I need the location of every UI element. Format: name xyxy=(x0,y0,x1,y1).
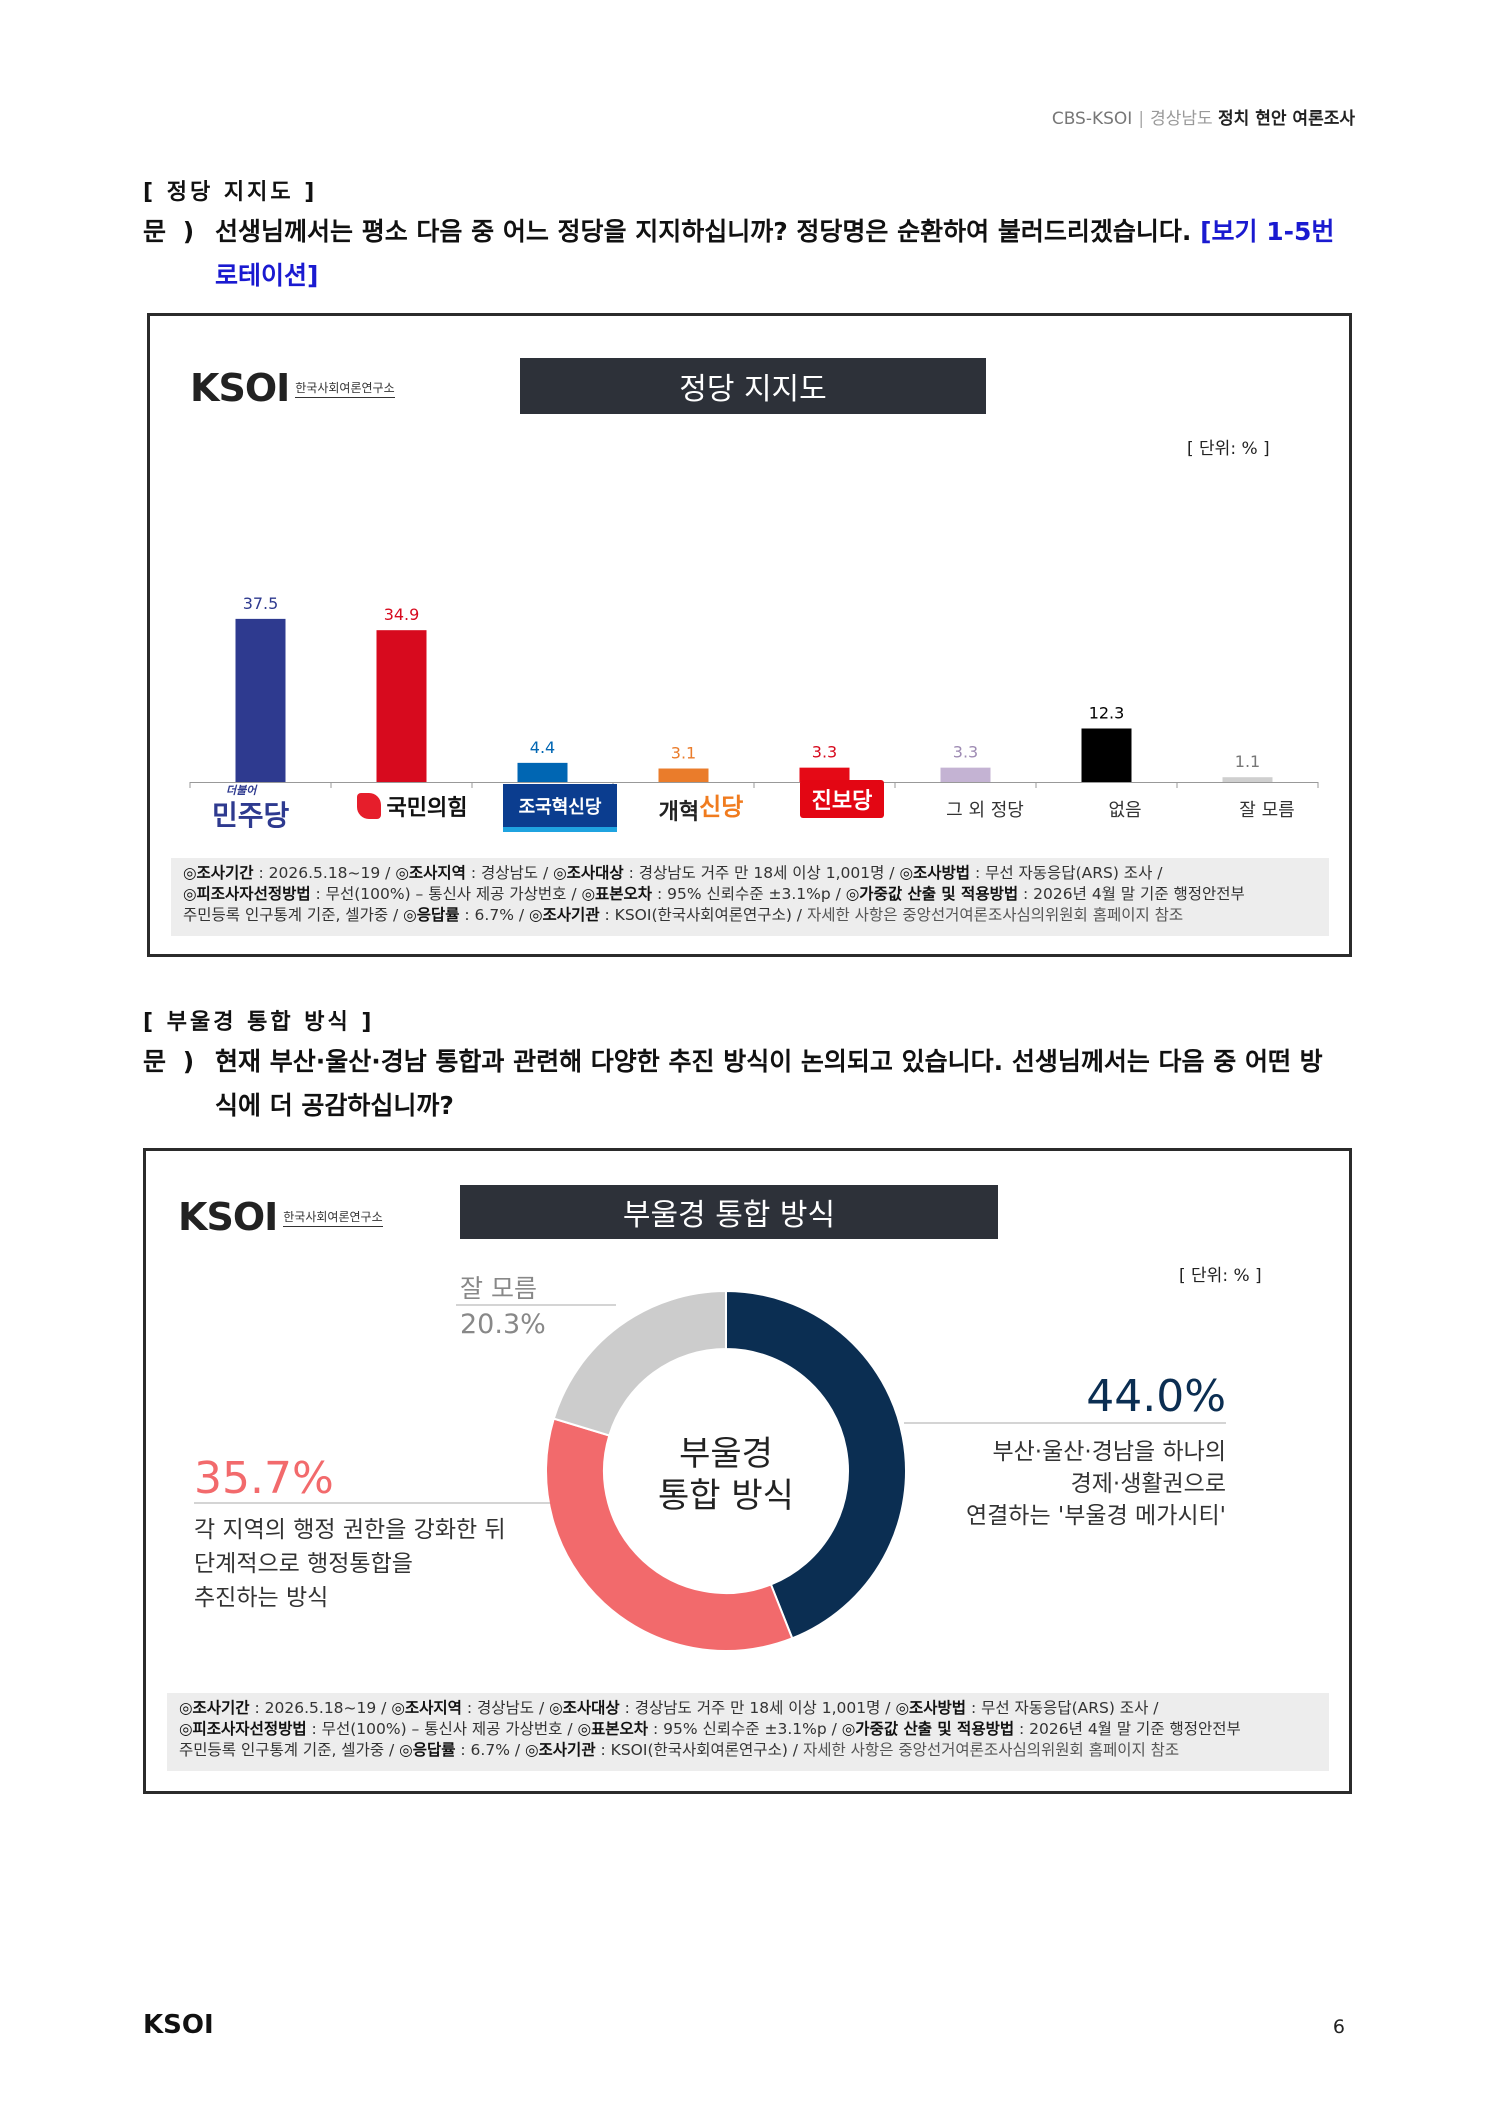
section1-title: [ 정당 지지도 ] xyxy=(143,180,318,205)
party-logo-ppp: 국민의힘 xyxy=(348,788,476,824)
bar-value-label-3: 3.1 xyxy=(671,744,696,763)
bar-3 xyxy=(658,768,709,782)
bar-7 xyxy=(1222,777,1273,782)
bar-5 xyxy=(940,767,991,782)
chart1-footnote: ◎조사기간 : 2026.5.18~19 / ◎조사지역 : 경상남도 / ◎조… xyxy=(171,858,1329,936)
question2-text: 현재 부산·울산·경남 통합과 관련해 다양한 추진 방식이 논의되고 있습니다… xyxy=(215,1047,1323,1120)
bar-value-label-7: 1.1 xyxy=(1235,752,1260,771)
ksoi-logo-mark: KSOI xyxy=(190,366,290,410)
bar-value-label-2: 4.4 xyxy=(530,738,555,757)
section2-title: [ 부울경 통합 방식 ] xyxy=(143,1010,375,1035)
party-logo-kaehyuk: 개혁 신당 xyxy=(646,780,756,828)
page-header: CBS-KSOI | 경상남도 정치 현안 여론조사 xyxy=(1052,104,1355,129)
donut-center-label: 통합 방식 xyxy=(658,1476,794,1516)
slice-label-0: 부산·울산·경남을 하나의 xyxy=(992,1439,1226,1465)
slice-label-0: 경제·생활권으로 xyxy=(1071,1471,1226,1497)
category-label-others: 그 외 정당 xyxy=(946,800,1024,821)
slice-label-0: 연결하는 '부울경 메가시티' xyxy=(966,1503,1226,1529)
party-support-chart: KSOI 한국사회여론연구소 정당 지지도 [ 단위: % ] 37.5 34.9… xyxy=(147,313,1352,957)
slice-pct-label-0: 44.0% xyxy=(1086,1371,1226,1422)
chart2-title: 부울경 통합 방식 xyxy=(460,1185,998,1239)
bar-2 xyxy=(517,762,568,782)
chart2-unit: [ 단위: % ] xyxy=(1179,1266,1262,1286)
ppp-label: 국민의힘 xyxy=(386,796,468,821)
kaehyuk-label-a: 개혁 xyxy=(658,800,700,825)
bar-value-label-5: 3.3 xyxy=(953,743,978,762)
party-logo-minjoo: 더불어 민주당 xyxy=(212,784,318,832)
header-separator: | xyxy=(1138,109,1145,129)
minjoo-label: 민주당 xyxy=(212,799,290,832)
ksoi-logo-mark-2: KSOI xyxy=(178,1195,278,1239)
slice-label-1: 각 지역의 행정 권한을 강화한 뒤 xyxy=(194,1517,506,1543)
bar-6 xyxy=(1081,728,1132,782)
kaehyuk-label-b: 신당 xyxy=(699,792,744,821)
ksoi-logo-subtitle-2: 한국사회여론연구소 xyxy=(283,1208,383,1227)
chart2-footnote: ◎조사기간 : 2026.5.18~19 / ◎조사지역 : 경상남도 / ◎조… xyxy=(167,1693,1329,1771)
slice-label-1: 추진하는 방식 xyxy=(194,1585,328,1611)
party-logo-cho: 조국혁신당 xyxy=(503,784,617,832)
chart1-unit: [ 단위: % ] xyxy=(1187,439,1270,459)
page-footer-logo: KSOI xyxy=(143,2010,214,2040)
donut-slice-2 xyxy=(552,1289,727,1437)
category-label-none: 없음 xyxy=(1108,800,1142,821)
header-org: CBS-KSOI xyxy=(1051,109,1133,129)
section2-question: 문 ) 현재 부산·울산·경남 통합과 관련해 다양한 추진 방식이 논의되고 … xyxy=(143,1040,1323,1128)
ksoi-logo-subtitle: 한국사회여론연구소 xyxy=(295,379,395,398)
ksoi-logo-2: KSOI 한국사회여론연구소 xyxy=(178,1195,383,1239)
bar-value-label-0: 37.5 xyxy=(243,594,279,613)
bar-value-label-6: 12.3 xyxy=(1089,703,1125,722)
ksoi-logo: KSOI 한국사회여론연구소 xyxy=(190,366,395,410)
bar-value-label-4: 3.3 xyxy=(812,743,837,762)
question-label: 문 ) xyxy=(143,217,199,246)
donut-slice-1 xyxy=(545,1417,794,1652)
header-region: 경상남도 xyxy=(1150,109,1213,129)
bar-1 xyxy=(376,630,427,782)
slice-label-2: 잘 모름 xyxy=(460,1274,537,1303)
slice-pct-label-2: 20.3% xyxy=(460,1309,546,1340)
slice-label-1: 단계적으로 행정통합을 xyxy=(194,1551,413,1577)
question-text: 선생님께서는 평소 다음 중 어느 정당을 지지하십니까? 정당명은 순환하여 … xyxy=(215,217,1192,246)
slice-pct-label-1: 35.7% xyxy=(194,1453,334,1504)
bar-0 xyxy=(235,618,286,782)
integration-method-chart: KSOI 한국사회여론연구소 부울경 통합 방식 [ 단위: % ] 부울경 통합… xyxy=(143,1148,1352,1794)
question2-label: 문 ) xyxy=(143,1047,199,1076)
bar-4 xyxy=(799,767,850,782)
bar-value-label-1: 34.9 xyxy=(384,605,420,624)
ppp-flag-icon xyxy=(356,793,381,819)
chart1-title: 정당 지지도 xyxy=(520,358,986,414)
bar-chart-svg: 37.5 34.9 4.4 3.1 3.3 3.3 12.3 1.1 xyxy=(189,594,1319,788)
donut-slice-0 xyxy=(725,1289,907,1640)
page-number: 6 xyxy=(1332,2016,1345,2038)
party-logo-jinbo: 진보당 xyxy=(800,780,884,818)
section1-question: 문 ) 선생님께서는 평소 다음 중 어느 정당을 지지하십니까? 정당명은 순… xyxy=(143,210,1353,298)
minjoo-small-label: 더불어 xyxy=(226,784,257,797)
donut-center-label: 부울경 xyxy=(679,1434,773,1474)
category-label-dunno: 잘 모름 xyxy=(1239,800,1295,821)
question-note: [보기 1-5번 로테이션] xyxy=(215,217,1335,290)
header-title: 정치 현안 여론조사 xyxy=(1218,109,1355,129)
